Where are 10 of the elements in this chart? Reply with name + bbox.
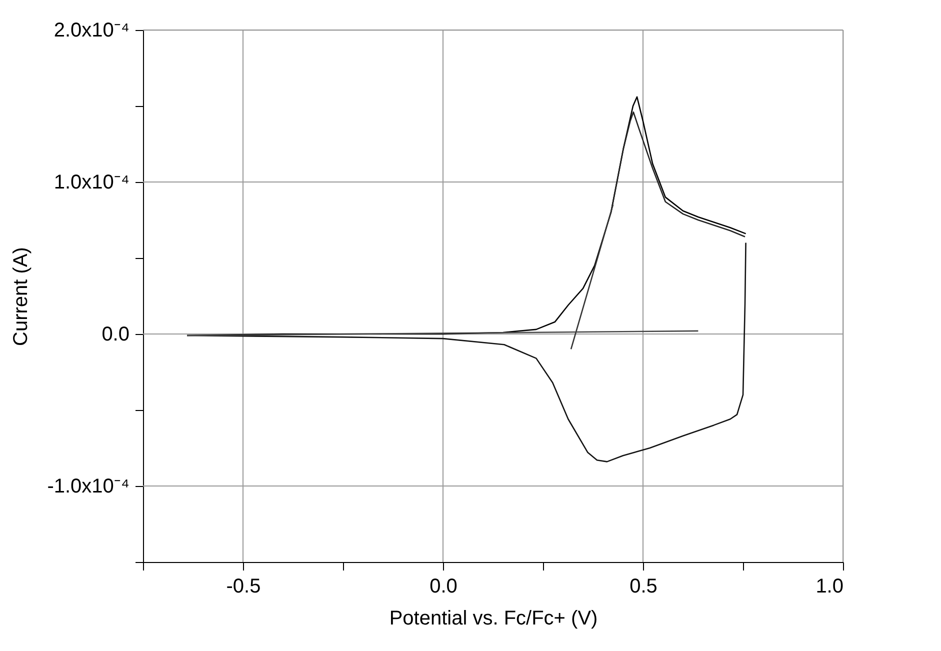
y-axis-title: Current (A) [10,247,32,346]
x-tick-label: 1.0 [816,576,844,598]
y-tick-label: 2.0x10⁻⁴ [54,20,130,42]
y-tick-label: -1.0x10⁻⁴ [47,476,130,498]
x-tick-label: 0.0 [430,576,458,598]
y-tick-label: 1.0x10⁻⁴ [54,172,130,194]
x-axis-title: Potential vs. Fc/Fc+ (V) [389,608,598,630]
x-tick-label: 0.5 [630,576,658,598]
x-tick-label: -0.5 [226,576,261,598]
y-tick-label: 0.0 [102,324,130,346]
